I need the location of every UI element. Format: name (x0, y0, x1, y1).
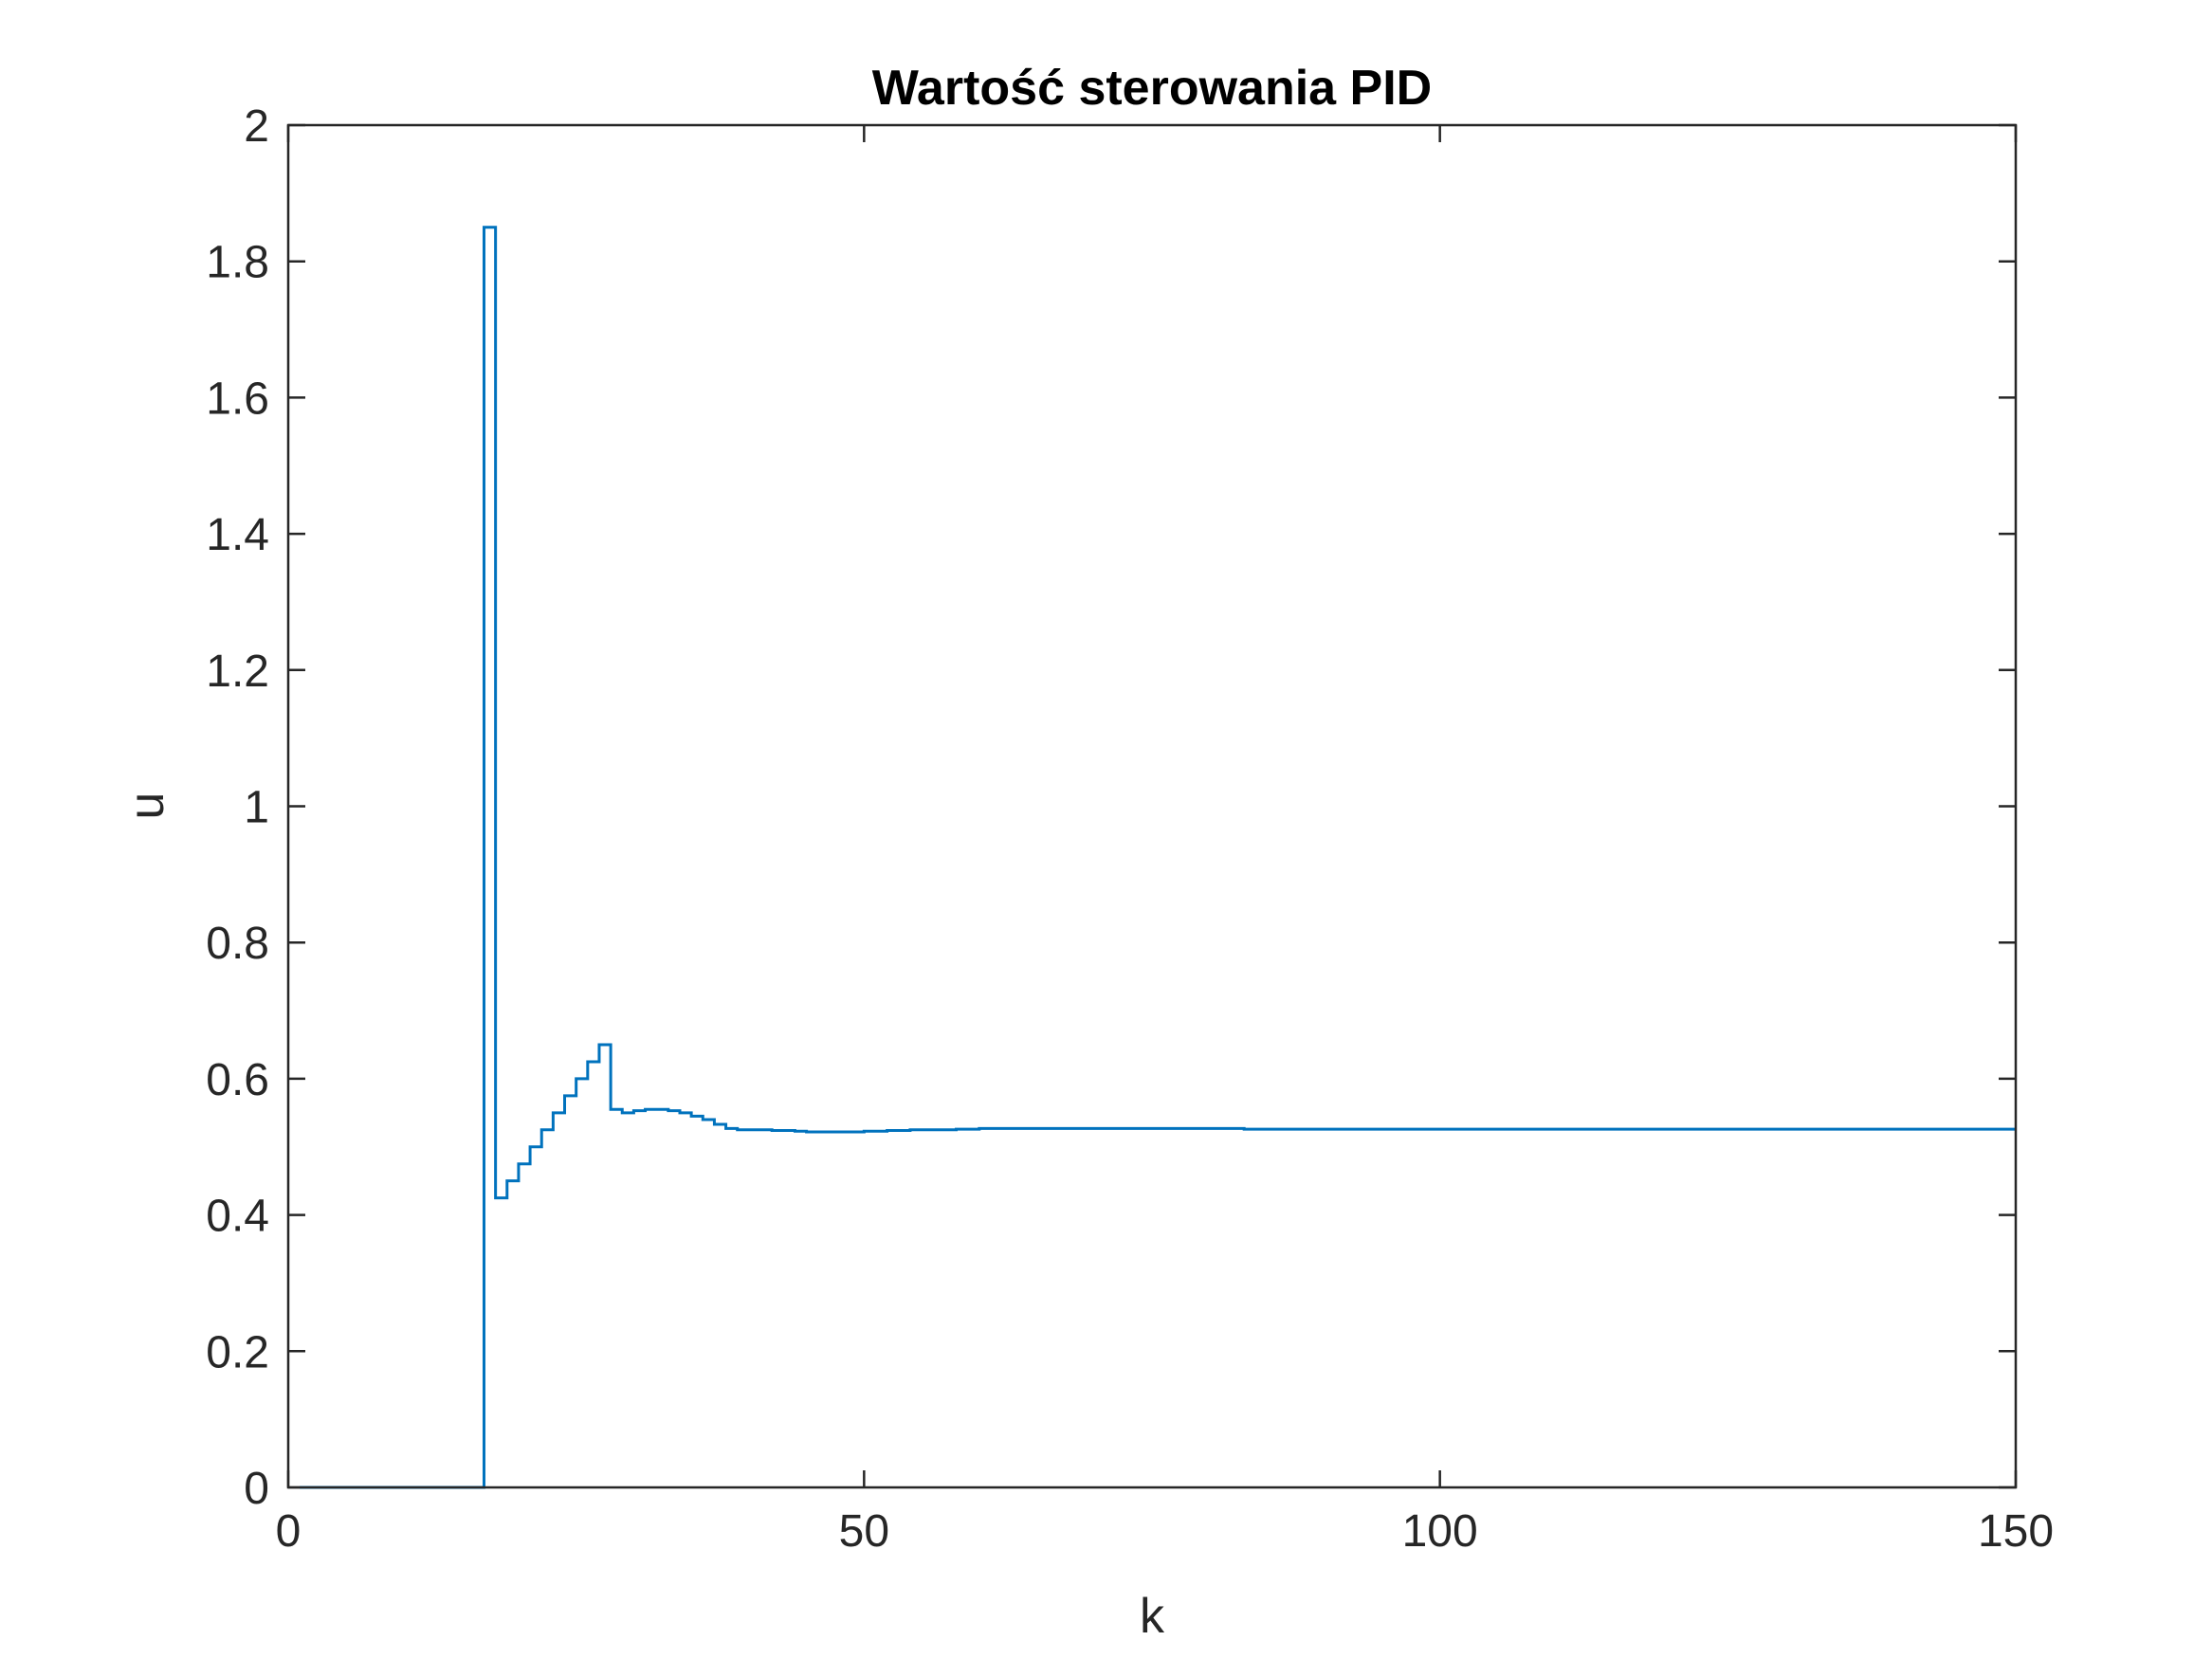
x-tick-label: 50 (839, 1506, 889, 1557)
tick-labels: 0 50 100 150 0 0.2 0.4 0.6 0.8 1 1.2 1.4 1.6 1.8 2 (206, 101, 2054, 1557)
y-tick-label: 1.6 (206, 374, 269, 424)
y-tick-label: 1.8 (206, 238, 269, 288)
y-tick-label: 0.4 (206, 1192, 269, 1242)
y-tick-label: 1.2 (206, 647, 269, 697)
x-tick-label: 0 (276, 1506, 302, 1557)
y-tick-label: 0.2 (206, 1327, 269, 1377)
y-tick-label: 2 (244, 101, 269, 152)
y-tick-label: 0 (244, 1464, 269, 1514)
x-axis-label: k (1140, 1589, 1165, 1644)
y-axis-label: u (119, 793, 174, 820)
chart-title: Wartość sterowania PID (872, 61, 1432, 116)
y-tick-label: 1.4 (206, 510, 269, 560)
series-line (300, 226, 2016, 1489)
y-tick-label: 0.8 (206, 919, 269, 969)
x-tick-label: 150 (1978, 1506, 2054, 1557)
plot-area (288, 125, 2016, 1487)
y-tick-label: 0.6 (206, 1055, 269, 1105)
axes-box (286, 123, 2018, 1489)
y-tick-label: 1 (244, 783, 269, 833)
x-tick-label: 100 (1402, 1506, 1478, 1557)
